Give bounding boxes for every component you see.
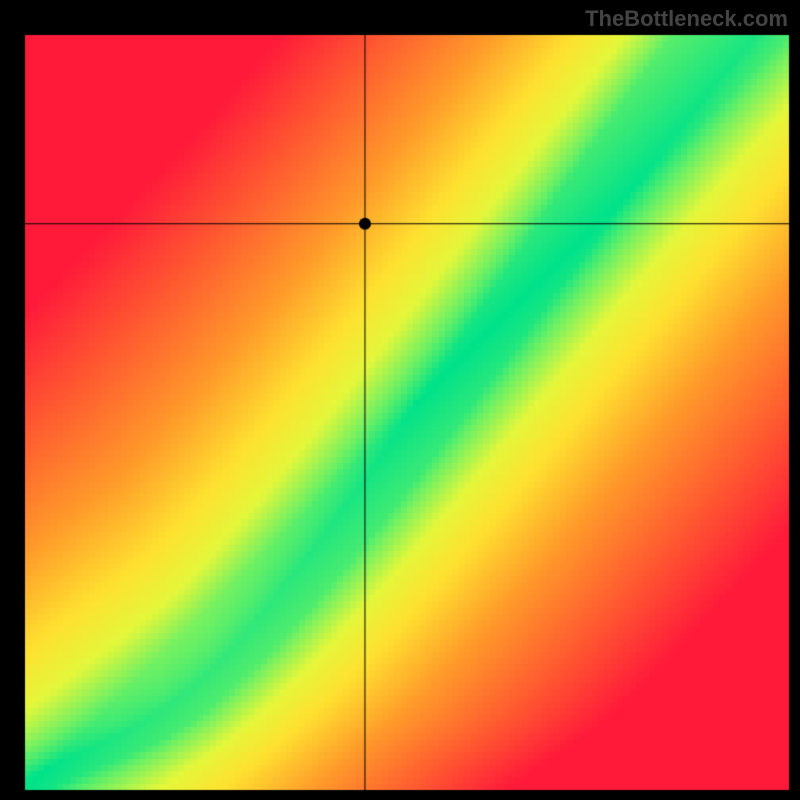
bottleneck-heatmap: [0, 0, 800, 800]
watermark-text: TheBottleneck.com: [585, 6, 788, 32]
